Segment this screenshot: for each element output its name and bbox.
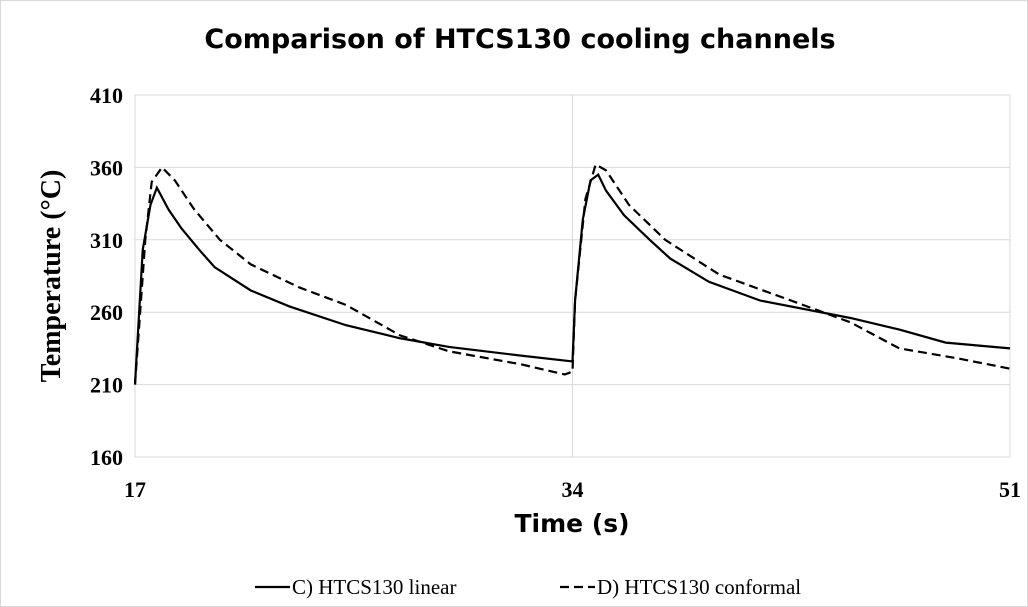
x-tick-label: 34 <box>562 477 584 502</box>
y-tick-label: 210 <box>90 373 123 398</box>
y-tick-label: 160 <box>90 445 123 470</box>
legend-label: C) HTCS130 linear <box>292 575 456 599</box>
series-line <box>133 162 1011 385</box>
y-axis-label: Temperature (°C) <box>36 170 67 383</box>
chart-title: Comparison of HTCS130 cooling channels <box>204 24 835 55</box>
y-tick-label: 260 <box>90 300 123 325</box>
y-tick-label: 310 <box>90 228 123 253</box>
x-tick-label: 17 <box>124 477 146 502</box>
y-tick-label: 410 <box>90 83 123 108</box>
x-tick-label: 51 <box>999 477 1021 502</box>
legend-label: D) HTCS130 conformal <box>597 575 801 599</box>
x-axis-label: Time (s) <box>514 509 629 538</box>
y-tick-label: 360 <box>90 155 123 180</box>
